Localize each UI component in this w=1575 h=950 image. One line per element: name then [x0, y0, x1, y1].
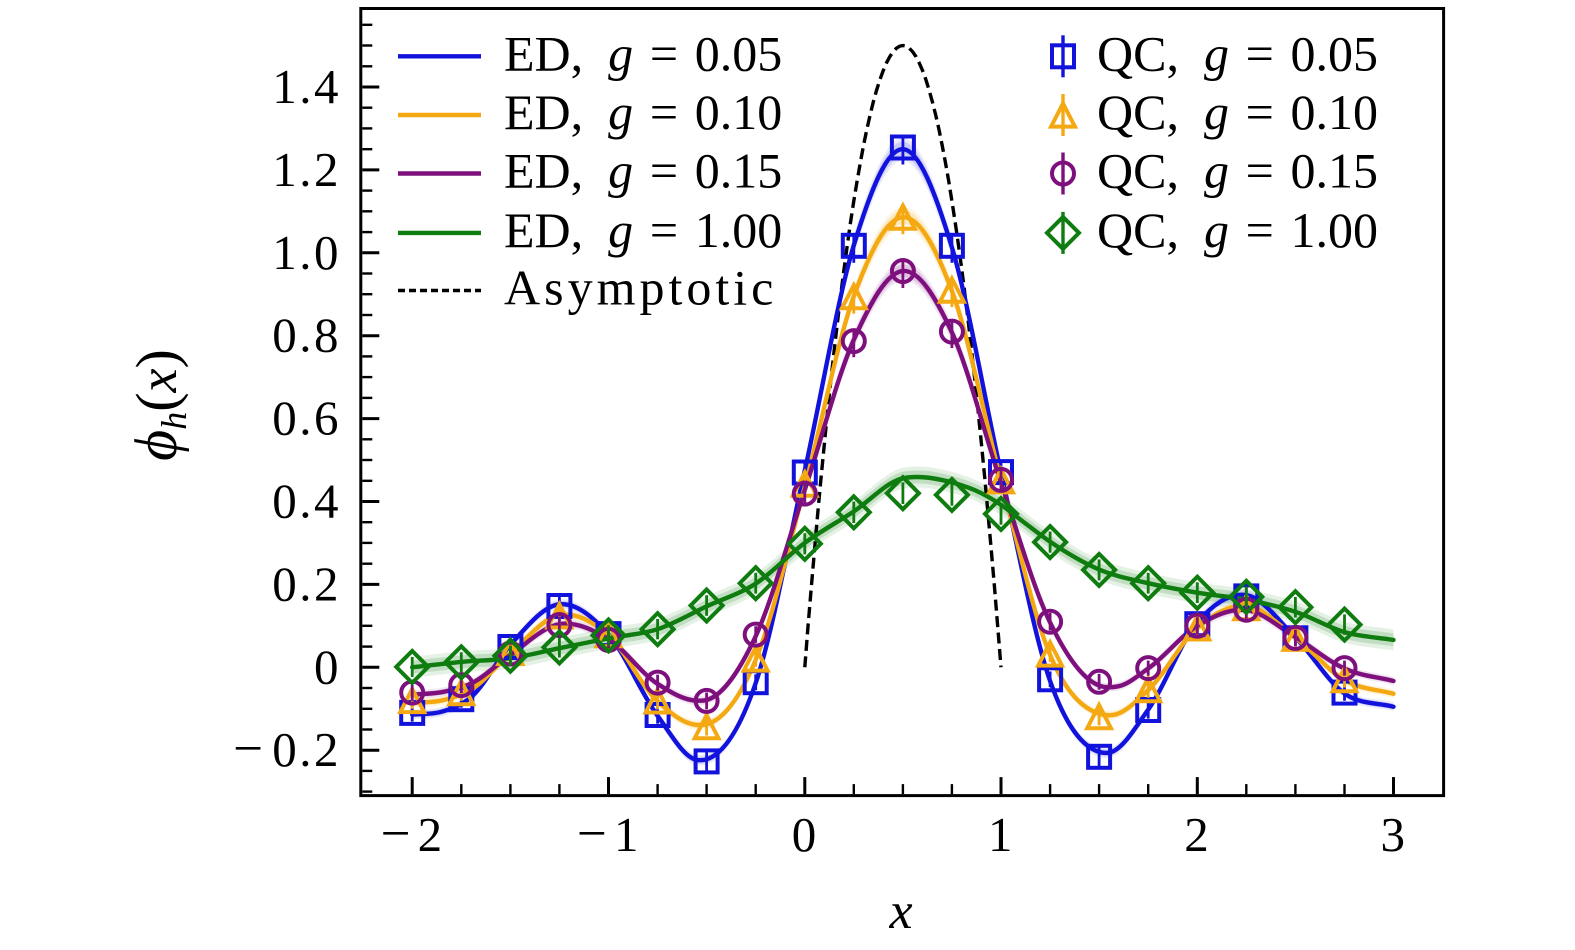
svg-text:− 0.2: − 0.2 — [233, 720, 341, 778]
svg-text:1.4: 1.4 — [272, 59, 341, 114]
svg-text:ϕh(x): ϕh(x) — [123, 349, 194, 461]
svg-text:ED, g = 1.00: ED, g = 1.00 — [504, 202, 782, 258]
svg-text:2: 2 — [1184, 807, 1210, 862]
svg-text:0.8: 0.8 — [272, 308, 341, 363]
svg-text:1.0: 1.0 — [272, 225, 341, 280]
svg-text:0: 0 — [792, 807, 818, 862]
svg-text:0.4: 0.4 — [272, 474, 341, 529]
svg-text:0.2: 0.2 — [272, 556, 341, 611]
svg-text:ED, g = 0.15: ED, g = 0.15 — [504, 143, 782, 199]
svg-text:x: x — [888, 883, 912, 940]
svg-text:QC, g = 0.15: QC, g = 0.15 — [1097, 143, 1378, 199]
svg-text:QC, g = 0.05: QC, g = 0.05 — [1097, 25, 1378, 81]
svg-text:1.2: 1.2 — [272, 142, 341, 197]
svg-text:0: 0 — [314, 639, 341, 694]
svg-text:ED, g = 0.10: ED, g = 0.10 — [504, 84, 782, 140]
svg-text:Asymptotic: Asymptotic — [504, 260, 777, 316]
svg-text:− 1: − 1 — [577, 805, 640, 863]
svg-text:1: 1 — [988, 807, 1014, 862]
svg-text:QC, g = 1.00: QC, g = 1.00 — [1097, 202, 1378, 258]
svg-text:3: 3 — [1381, 807, 1407, 862]
svg-text:QC, g = 0.10: QC, g = 0.10 — [1097, 84, 1378, 140]
svg-text:ED, g = 0.05: ED, g = 0.05 — [504, 25, 782, 81]
svg-text:0.6: 0.6 — [272, 391, 341, 446]
svg-text:− 2: − 2 — [381, 805, 444, 863]
